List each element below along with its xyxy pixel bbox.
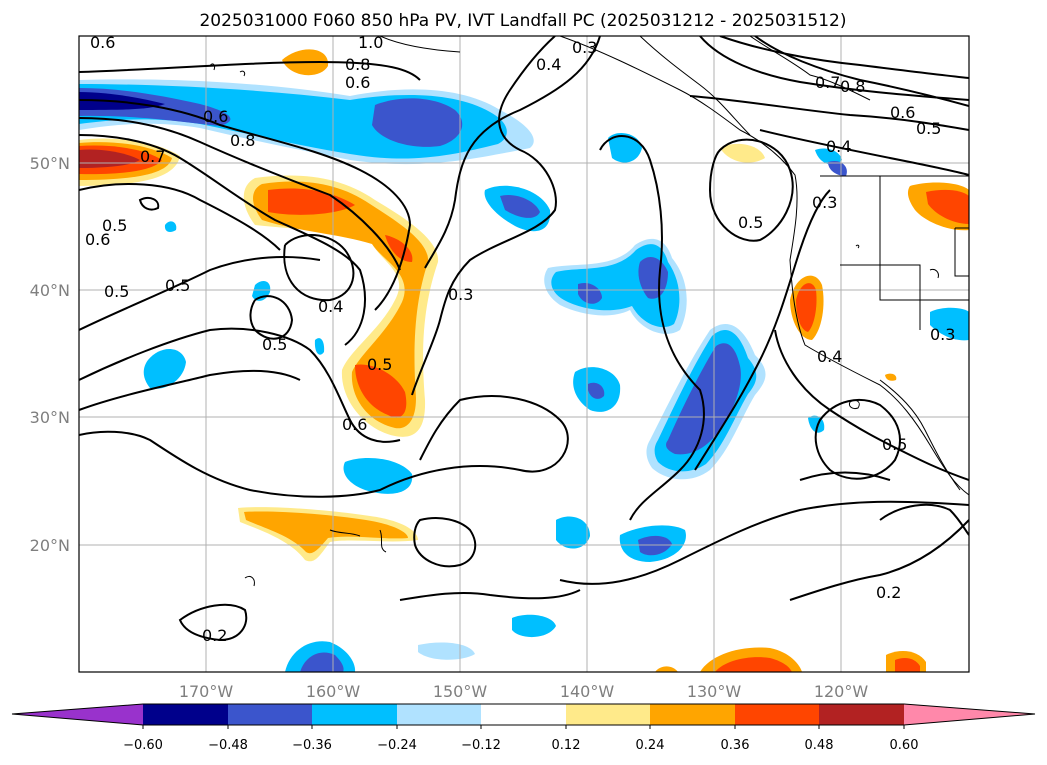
colorbar-tick-label: 0.36	[721, 738, 750, 753]
contour-label: 0.8	[230, 131, 255, 150]
map-frame	[78, 35, 970, 673]
contour-label: 0.6	[85, 230, 110, 249]
lat-label: 20°N	[30, 536, 70, 555]
contour-label: 0.8	[840, 77, 865, 96]
colorbar-tick-label: −0.12	[461, 738, 501, 753]
contour-label: 0.2	[202, 626, 227, 645]
contour-label: 0.7	[815, 73, 840, 92]
colorbar-tick-label: −0.60	[123, 738, 163, 753]
contour-label: 0.4	[318, 297, 343, 316]
lat-label: 30°N	[30, 408, 70, 427]
contour-label: 0.3	[572, 38, 597, 57]
contour-label: 0.6	[90, 33, 115, 52]
colorbar-bin	[397, 704, 481, 725]
contour-label: 0.3	[930, 325, 955, 344]
pv-fill-layer	[79, 49, 969, 672]
contour-label: 0.5	[102, 216, 127, 235]
contour-label: 0.6	[890, 103, 915, 122]
colorbar-bin	[143, 704, 228, 725]
contour-label: 0.6	[345, 73, 370, 92]
lat-label: 40°N	[30, 281, 70, 300]
contour-label: 0.4	[817, 347, 842, 366]
colorbar-tick-label: 0.60	[890, 738, 919, 753]
contour-label: 0.6	[342, 415, 367, 434]
contour-label: 0.5	[165, 276, 190, 295]
colorbar-bin	[819, 704, 904, 725]
contour-label: 0.6	[203, 107, 228, 126]
lat-labels: 50°N 40°N 30°N 20°N	[30, 154, 70, 555]
coastlines	[209, 36, 969, 587]
colorbar-tick-label: 0.48	[805, 738, 834, 753]
contour-label: 0.7	[140, 147, 165, 166]
contour-label: 0.5	[738, 213, 763, 232]
lon-label: 170°W	[179, 682, 234, 701]
contour-label: 0.5	[104, 282, 129, 301]
contour-label: 0.4	[826, 137, 851, 156]
lon-label: 120°W	[814, 682, 869, 701]
colorbar: −0.60 −0.48 −0.36 −0.24 −0.12 0.12 0.24 …	[11, 703, 1036, 753]
contour-label: 0.3	[812, 193, 837, 212]
colorbar-bin	[312, 704, 397, 725]
contour-label: 0.4	[536, 55, 561, 74]
contour-label: 0.5	[367, 355, 392, 374]
contour-label: 0.3	[448, 285, 473, 304]
colorbar-extend-min	[12, 704, 143, 725]
lat-label: 50°N	[30, 154, 70, 173]
figure-title: 2025031000 F060 850 hPa PV, IVT Landfall…	[199, 11, 846, 31]
colorbar-bin	[735, 704, 819, 725]
contour-labels: 0.6 1.0 0.8 0.6 0.3 0.4 0.7 0.8 0.6 0.5 …	[85, 33, 955, 645]
colorbar-tick-label: −0.36	[292, 738, 332, 753]
lon-label: 140°W	[560, 682, 615, 701]
colorbar-tick-label: 0.12	[552, 738, 581, 753]
colorbar-bin	[566, 704, 650, 725]
lon-labels: 170°W 160°W 150°W 140°W 130°W 120°W	[179, 682, 869, 701]
contour-label: 0.5	[916, 119, 941, 138]
colorbar-extend-max	[904, 704, 1035, 725]
lon-label: 160°W	[306, 682, 361, 701]
map-area: 0.6 1.0 0.8 0.6 0.3 0.4 0.7 0.8 0.6 0.5 …	[79, 33, 969, 672]
contour-label: 0.5	[882, 435, 907, 454]
colorbar-bin	[228, 704, 312, 725]
colorbar-tick-label: −0.48	[208, 738, 248, 753]
colorbar-bin	[650, 704, 735, 725]
colorbar-tick-label: 0.24	[636, 738, 665, 753]
colorbar-tick-label: −0.24	[377, 738, 417, 753]
contour-label: 0.2	[876, 583, 901, 602]
lon-label: 150°W	[433, 682, 488, 701]
contours	[79, 36, 969, 642]
colorbar-bin	[481, 704, 566, 725]
contour-label: 1.0	[358, 33, 383, 52]
contour-label: 0.8	[345, 55, 370, 74]
lon-label: 130°W	[687, 682, 742, 701]
contour-label: 0.5	[262, 335, 287, 354]
gridlines	[79, 36, 969, 672]
